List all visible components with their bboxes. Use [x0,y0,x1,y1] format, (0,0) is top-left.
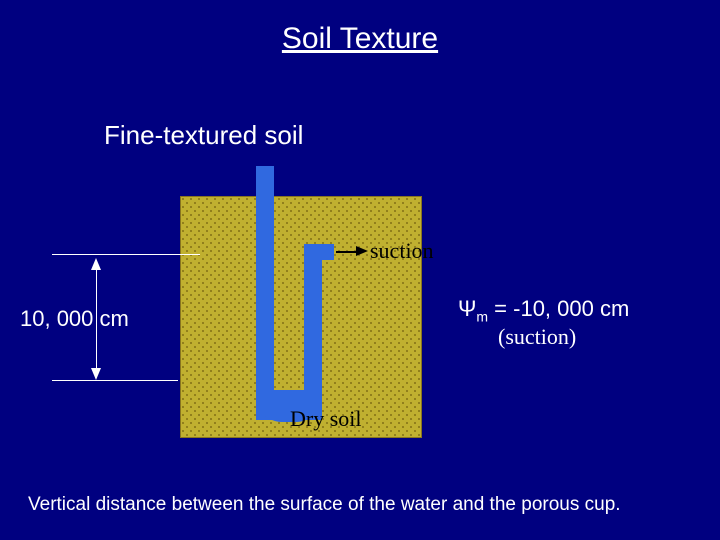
dimension-label: 10, 000 cm [20,306,129,332]
suction-arrow-head-icon [356,246,368,256]
subtitle: Fine-textured soil [104,120,303,151]
dimension-arrow-up-icon [91,258,101,270]
suction-arrow-line [336,251,356,253]
dry-soil-label: Dry soil [290,406,362,432]
tube-top-cap [304,244,334,260]
guide-line-lower [52,380,178,381]
suction-label: suction [370,238,434,264]
psi-symbol: Ψ [458,296,476,321]
guide-line-upper [52,254,200,255]
psi-subscript: m [476,308,488,324]
psi-suction-note: (suction) [498,324,576,350]
dimension-arrow-down-icon [91,368,101,380]
tube-up-segment [304,244,322,420]
footer-text: Vertical distance between the surface of… [28,494,621,516]
psi-equation: Ψm = -10, 000 cm [458,296,629,324]
tube-down-segment [256,166,274,420]
page-title: Soil Texture [0,22,720,56]
psi-rest: = -10, 000 cm [488,296,629,321]
